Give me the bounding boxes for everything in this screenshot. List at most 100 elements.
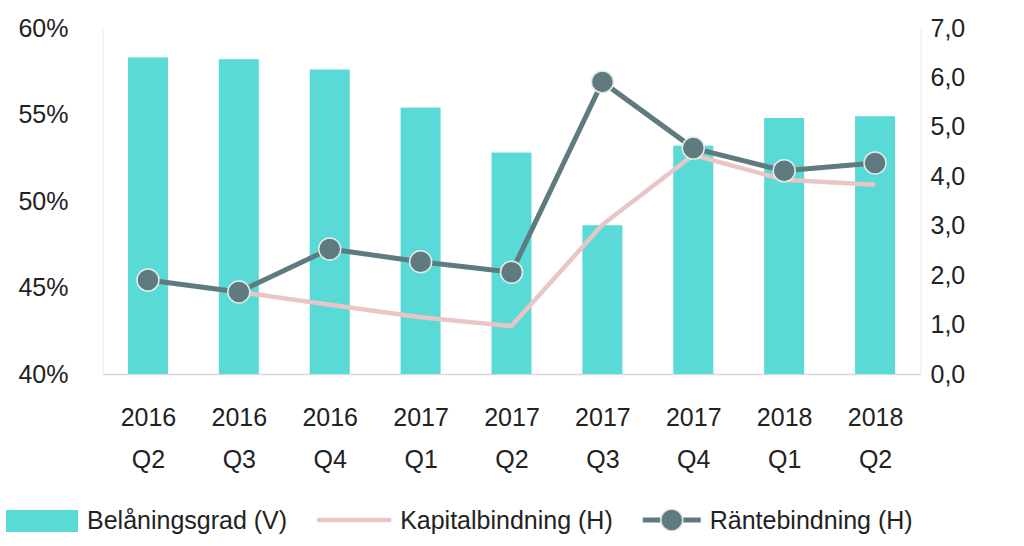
marker <box>501 261 523 283</box>
y2-tick: 1,0 <box>921 310 966 338</box>
x-tick-label: 2016 Q2 <box>121 403 177 473</box>
x-tick: 2016 Q4 <box>302 374 358 473</box>
legend-label: Belåningsgrad (V) <box>87 506 287 534</box>
marker <box>864 152 886 174</box>
y-tick: 55% <box>18 100 102 128</box>
y-tick-label: 60% <box>18 14 68 42</box>
y2-tick-label: 3,0 <box>931 211 966 239</box>
y-tick-label: 55% <box>18 100 68 128</box>
y2-tick: 7,0 <box>921 14 966 42</box>
x-tick-label-line: 2017 <box>484 403 540 431</box>
y-tick: 50% <box>18 187 102 215</box>
x-tick-label-line: 2016 <box>302 403 358 431</box>
x-tick-label-line: 2017 <box>575 403 631 431</box>
y2-tick: 6,0 <box>921 63 966 91</box>
x-tick-label-line: Q2 <box>495 445 528 473</box>
x-tick-label-line: 2017 <box>393 403 449 431</box>
chart: 40% 45% 50% 55% 60% 0,0 1,0 2,0 3,0 4,0 5,0 6,0 7,0 2… <box>0 0 1024 546</box>
x-tick-label: 2017 Q4 <box>666 403 722 473</box>
bar <box>492 153 532 374</box>
legend: Belåningsgrad (V) Kapitalbindning (H) Ränt… <box>6 506 913 534</box>
marker <box>228 281 250 303</box>
y2-tick: 4,0 <box>921 162 966 190</box>
y-tick: 45% <box>18 273 102 301</box>
x-tick: 2017 Q4 <box>666 374 722 473</box>
legend-swatch <box>317 518 391 523</box>
y-tick: 60% <box>18 14 102 42</box>
legend-marker <box>661 509 683 531</box>
y2-tick-label: 1,0 <box>931 310 966 338</box>
bar <box>128 57 168 374</box>
y-tick-label: 40% <box>18 360 68 388</box>
marker <box>410 251 432 273</box>
x-tick-label: 2018 Q2 <box>848 403 904 473</box>
x-tick: 2017 Q3 <box>575 374 631 473</box>
bar <box>855 116 895 374</box>
marker <box>682 137 704 159</box>
x-tick: 2016 Q3 <box>212 374 268 473</box>
bar <box>673 146 713 374</box>
x-tick-label-line: Q4 <box>677 445 710 473</box>
x-tick-label-line: 2017 <box>666 403 722 431</box>
x-tick: 2016 Q2 <box>121 374 177 473</box>
y2-tick-label: 0,0 <box>931 360 966 388</box>
y-axis: 40% 45% 50% 55% 60% <box>18 14 103 388</box>
x-tick-label-line: 2018 <box>757 403 813 431</box>
legend-item: Räntebindning (H) <box>643 506 913 534</box>
x-tick-label-line: Q3 <box>223 445 256 473</box>
plot-area <box>128 57 895 374</box>
x-tick-label: 2017 Q2 <box>484 403 540 473</box>
marker <box>319 238 341 260</box>
y2-tick-label: 4,0 <box>931 162 966 190</box>
x-tick-label-line: Q3 <box>586 445 619 473</box>
x-tick-label-line: Q1 <box>404 445 437 473</box>
x-axis: 2016Q22016Q32016Q42017Q12017Q22017Q32017… <box>103 374 921 473</box>
y2-tick: 5,0 <box>921 112 966 140</box>
line <box>148 82 875 292</box>
y-tick: 40% <box>18 360 102 388</box>
x-tick-label: 2018 Q1 <box>757 403 813 473</box>
bar <box>764 118 804 374</box>
x-tick-label: 2017 Q1 <box>393 403 449 473</box>
x-tick-label-line: Q2 <box>859 445 892 473</box>
legend-label: Kapitalbindning (H) <box>400 506 613 534</box>
x-tick-label-line: Q2 <box>132 445 165 473</box>
y2-tick: 2,0 <box>921 261 966 289</box>
bar <box>401 108 441 374</box>
x-tick-label-line: Q1 <box>768 445 801 473</box>
y-tick-label: 50% <box>18 187 68 215</box>
x-tick: 2018 Q1 <box>757 374 813 473</box>
x-tick-label-line: 2016 <box>121 403 177 431</box>
y-axis-line <box>103 29 104 375</box>
bar <box>310 70 350 374</box>
y2-axis-line <box>921 29 922 375</box>
x-tick-label-line: Q4 <box>314 445 347 473</box>
x-tick-label-line: 2016 <box>212 403 268 431</box>
y-tick-label: 45% <box>18 273 68 301</box>
marker-series <box>137 71 886 303</box>
x-tick: 2017 Q2 <box>484 374 540 473</box>
y2-axis: 0,0 1,0 2,0 3,0 4,0 5,0 6,0 7,0 <box>921 14 966 388</box>
x-tick: 2018 Q2 <box>848 374 904 473</box>
x-tick-label-line: 2018 <box>848 403 904 431</box>
x-tick: 2017 Q1 <box>393 374 449 473</box>
marker <box>773 160 795 182</box>
marker <box>591 71 613 93</box>
y2-tick-label: 2,0 <box>931 261 966 289</box>
legend-item: Kapitalbindning (H) <box>317 506 613 534</box>
y2-tick: 0,0 <box>921 360 966 388</box>
y2-tick-label: 5,0 <box>931 112 966 140</box>
marker <box>137 269 159 291</box>
y2-tick-label: 7,0 <box>931 14 966 42</box>
bar <box>219 59 259 374</box>
y2-tick: 3,0 <box>921 211 966 239</box>
legend-label: Räntebindning (H) <box>710 506 913 534</box>
legend-item: Belåningsgrad (V) <box>6 506 287 534</box>
bar <box>582 225 622 374</box>
x-tick-label: 2017 Q3 <box>575 403 631 473</box>
y2-tick-label: 6,0 <box>931 63 966 91</box>
legend-swatch <box>6 510 78 532</box>
x-tick-label: 2016 Q4 <box>302 403 358 473</box>
bar-series <box>128 57 895 374</box>
x-tick-label: 2016 Q3 <box>212 403 268 473</box>
